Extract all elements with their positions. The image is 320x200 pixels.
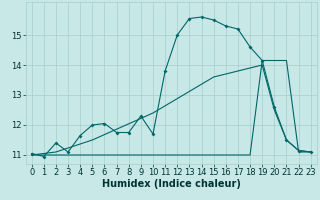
X-axis label: Humidex (Indice chaleur): Humidex (Indice chaleur): [102, 179, 241, 189]
